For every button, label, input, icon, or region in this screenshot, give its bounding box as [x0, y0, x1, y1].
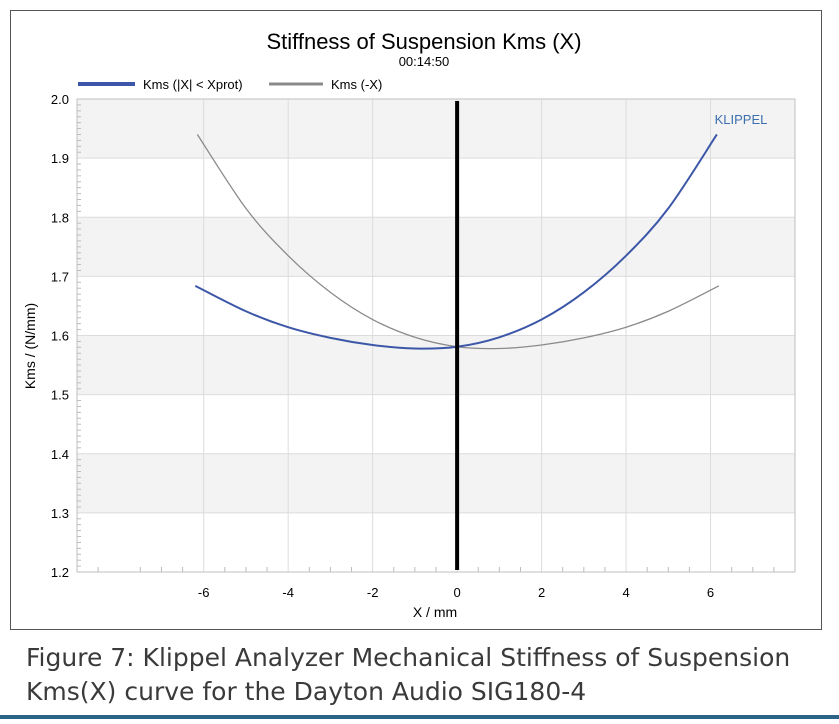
y-tick-label: 2.0: [51, 92, 69, 107]
figure-caption: Figure 7: Klippel Analyzer Mechanical St…: [26, 643, 791, 706]
chart-subtitle: 00:14:50: [399, 54, 450, 69]
y-axis-label: Kms / (N/mm): [22, 303, 38, 389]
chart-title: Stiffness of Suspension Kms (X): [266, 29, 581, 54]
chart-frame: 1.2 1.3 1.4 1.5 1.6 1.7 1.8 1.9 2.0 -6 -4 -2 0 2 4 6 St…: [10, 10, 822, 630]
y-tick-label: 1.8: [51, 210, 69, 225]
legend-label: Kms (|X| < Xprot): [143, 77, 243, 92]
x-axis-label: X / mm: [413, 604, 457, 620]
x-tick-label: -4: [282, 585, 294, 600]
x-tick-label: 2: [538, 585, 545, 600]
plot-band: [77, 99, 795, 159]
y-tick-label: 1.3: [51, 506, 69, 521]
plot-band: [77, 217, 795, 277]
plot-area: [76, 98, 796, 573]
x-tick-label: 4: [622, 585, 629, 600]
legend-label: Kms (-X): [331, 77, 382, 92]
x-tick-label: 0: [454, 585, 461, 600]
plot-band: [77, 453, 795, 513]
bottom-divider: [0, 715, 839, 719]
chart: 1.2 1.3 1.4 1.5 1.6 1.7 1.8 1.9 2.0 -6 -4 -2 0 2 4 6 St…: [22, 29, 796, 620]
watermark: KLIPPEL: [715, 112, 768, 127]
y-tick-label: 1.4: [51, 447, 69, 462]
y-tick-label: 1.7: [51, 269, 69, 284]
x-tick-label: -6: [198, 585, 210, 600]
y-tick-label: 1.9: [51, 151, 69, 166]
y-tick-label: 1.2: [51, 565, 69, 580]
x-tick-label: -2: [367, 585, 379, 600]
y-tick-label: 1.6: [51, 329, 69, 344]
y-tick-label: 1.5: [51, 388, 69, 403]
x-tick-label: 6: [707, 585, 714, 600]
plot-band: [77, 335, 795, 395]
